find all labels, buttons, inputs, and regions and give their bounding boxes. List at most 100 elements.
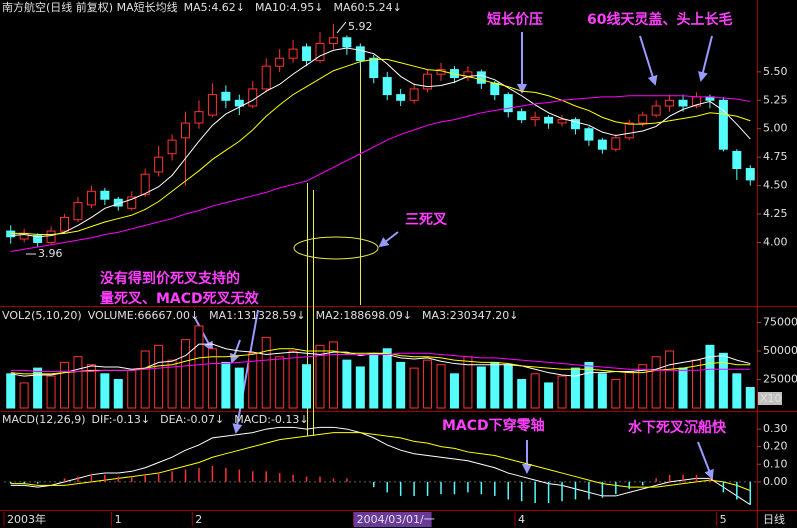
x-tick-label: 2004/03/01/一	[357, 513, 435, 526]
candle-body	[732, 150, 742, 170]
volume-bar	[167, 359, 177, 409]
panel-title: 南方航空(日线 前复权) MA短长均线	[2, 0, 178, 14]
annotation: 没有得到价死叉支持的	[100, 270, 240, 287]
volume-bar	[678, 367, 688, 409]
volume-bar	[328, 341, 338, 409]
volume-bar	[207, 348, 217, 409]
legend-entry: DEA:-0.07↓	[160, 413, 224, 426]
candle-body	[127, 196, 137, 209]
candle-body	[221, 91, 231, 101]
candle-body	[517, 111, 527, 121]
candle-body	[665, 99, 675, 107]
legend-entry: MA3:230347.20↓	[422, 309, 518, 322]
arrows	[194, 32, 714, 480]
candle-body	[355, 46, 365, 61]
line-series	[10, 352, 751, 373]
candle-body	[557, 119, 567, 124]
candle-body	[261, 65, 271, 90]
line-series	[10, 426, 751, 506]
panel-title: MACD(12,26,9)	[2, 413, 86, 426]
candle-body	[624, 122, 634, 139]
volume-bar	[154, 344, 164, 409]
candle-body	[167, 139, 177, 155]
volume-bar	[732, 373, 742, 409]
volume-bar	[705, 344, 715, 409]
y-tick-label: 25000	[763, 373, 797, 386]
annotation: MACD下穿零轴	[442, 417, 545, 434]
y-tick-label: 5.25	[763, 93, 788, 106]
volume-bar	[19, 382, 29, 409]
volume-bar	[140, 350, 150, 409]
annotation: 三死叉	[405, 212, 448, 228]
legend-entry: MACD:-0.13↓	[234, 413, 308, 426]
candle-body	[207, 94, 217, 116]
candle-body	[100, 190, 110, 200]
annotation: 短长价压	[487, 11, 543, 28]
candle-body	[234, 99, 244, 107]
candle-body	[409, 88, 419, 101]
candle-body	[597, 139, 607, 150]
candle-body	[611, 137, 621, 150]
volume-bar	[234, 367, 244, 409]
volume-bar	[584, 361, 594, 409]
volume-bar	[517, 379, 527, 409]
candle-body	[584, 128, 594, 141]
candle-body	[73, 202, 83, 221]
volume-bar	[665, 350, 675, 409]
volume-bar	[355, 366, 365, 409]
unit-box	[758, 392, 782, 405]
candle-body	[315, 42, 325, 61]
line-series	[10, 95, 751, 253]
legend-entry: DIF:-0.13↓	[92, 413, 151, 426]
y-tick-label: 0.00	[763, 475, 788, 488]
candle-body	[46, 230, 56, 243]
volume-bar	[530, 373, 540, 409]
candle-body	[6, 230, 16, 238]
y-tick-label: 0.20	[763, 440, 788, 453]
candle-body	[476, 71, 486, 84]
y-tick-label: 5.00	[763, 122, 788, 135]
volume-bar	[718, 352, 728, 409]
volume-bar	[369, 352, 379, 409]
candle-body	[33, 235, 43, 243]
volume-bar	[86, 364, 96, 409]
volume-bar	[73, 356, 83, 409]
volume-bar	[409, 367, 419, 409]
line-series	[10, 343, 751, 377]
volume-bar	[288, 350, 298, 409]
volume-bar	[181, 339, 191, 409]
annotation: 3.96	[38, 247, 63, 260]
volume-bar	[449, 373, 459, 409]
y-tick-label: 4.50	[763, 179, 788, 192]
y-tick-label: 4.00	[763, 235, 788, 248]
candle-body	[275, 57, 285, 67]
volume-bar	[436, 364, 446, 409]
panel-title: VOL2(5,10,20)	[2, 309, 82, 322]
volume-bar	[248, 352, 258, 409]
legend-entry: MA1:131328.59↓	[209, 309, 305, 322]
candle-body	[369, 57, 379, 79]
unit-label: X10	[760, 392, 782, 405]
volume-bar	[302, 364, 312, 409]
candle-body	[328, 37, 338, 44]
volume-bar	[33, 367, 43, 409]
candle-body	[302, 46, 312, 61]
candle-body	[140, 173, 150, 196]
volume-bar	[544, 382, 554, 409]
legend-entry: MA10:4.95↓	[255, 1, 323, 14]
label-pointer	[336, 21, 347, 34]
candle-body	[651, 105, 661, 116]
volume-bar	[315, 344, 325, 409]
volume-bar	[611, 379, 621, 409]
volume-bar	[100, 373, 110, 409]
volume-bar	[6, 373, 16, 409]
legend-entry: MA60:5.24↓	[333, 1, 401, 14]
volume-bar	[261, 336, 271, 409]
legend-entry: VOLUME:66667.00↓	[88, 309, 199, 322]
volume-bar	[423, 359, 433, 409]
candle-body	[181, 122, 191, 139]
candle-body	[678, 99, 688, 107]
annotation: 水下死叉沉船快	[628, 419, 727, 436]
